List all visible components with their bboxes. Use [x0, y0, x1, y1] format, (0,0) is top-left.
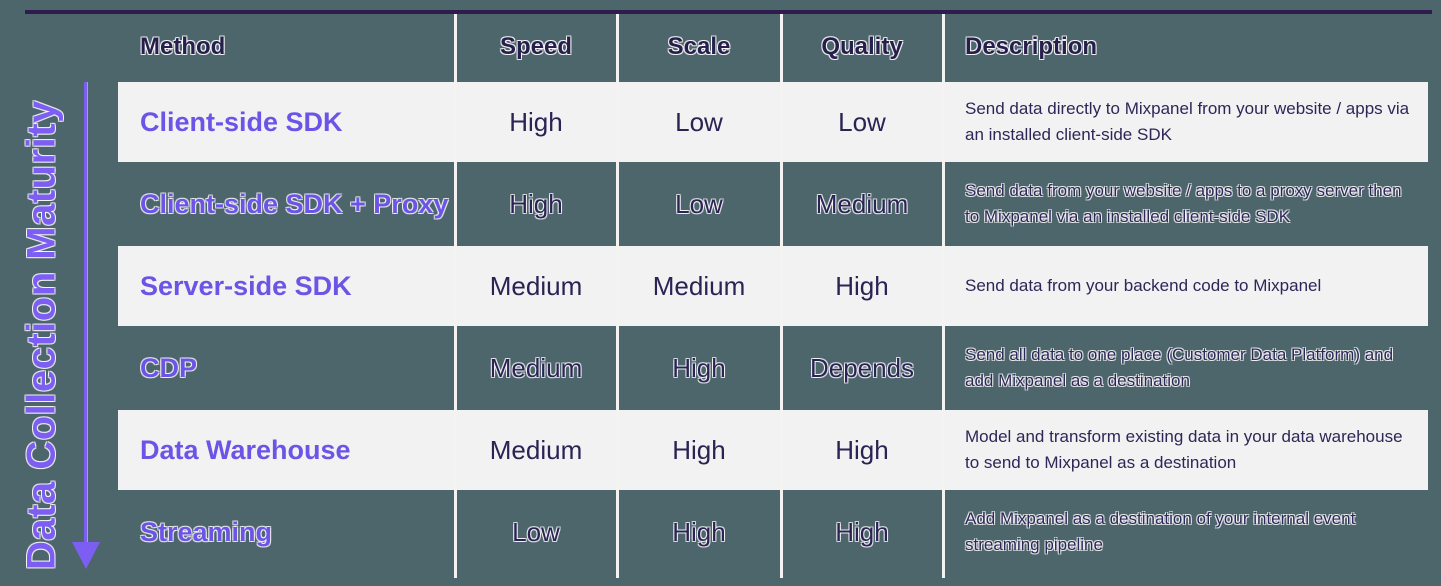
- method-cell: Data Warehouse: [140, 434, 351, 465]
- description-cell: Send data directly to Mixpanel from your…: [965, 98, 1410, 144]
- method-cell: Client-side SDK: [140, 106, 343, 137]
- column-header-method: Method: [140, 33, 226, 60]
- speed-cell: High: [509, 188, 563, 219]
- method-cell: Server-side SDK: [140, 270, 352, 301]
- column-divider: [942, 14, 945, 578]
- quality-cell: Medium: [815, 188, 909, 219]
- description-cell: Send all data to one place (Customer Dat…: [965, 344, 1394, 390]
- table-row-cdp: CDP Medium High Depends Send all data to…: [118, 328, 1428, 408]
- scale-cell: High: [672, 434, 726, 465]
- quality-cell: High: [835, 270, 889, 301]
- table-header-row: Method Speed Scale Quality Description: [118, 14, 1428, 80]
- method-cell: Client-side SDK + Proxy: [140, 188, 449, 219]
- column-header-speed: Speed: [499, 33, 573, 60]
- description-cell: Add Mixpanel as a destination of your in…: [965, 508, 1356, 554]
- column-divider: [454, 14, 457, 578]
- scale-cell: High: [672, 352, 726, 383]
- column-header-description: Description: [965, 33, 1098, 60]
- table-row-client-side-sdk-proxy: Client-side SDK + Proxy High Low Medium …: [118, 164, 1428, 244]
- column-header-quality: Quality: [821, 33, 903, 60]
- description-cell: Model and transform existing data in you…: [965, 426, 1403, 472]
- speed-cell: Medium: [489, 434, 583, 465]
- table-row-streaming: Streaming Low High High Add Mixpanel as …: [118, 492, 1428, 572]
- column-divider: [780, 14, 783, 578]
- quality-cell: Depends: [809, 352, 915, 383]
- maturity-axis-label: Data Collection Maturity: [19, 100, 64, 570]
- speed-cell: Low: [512, 516, 560, 547]
- table-row-client-side-sdk: Client-side SDK High Low Low Send data d…: [118, 82, 1428, 162]
- comparison-table: Method Speed Scale Quality Description C…: [118, 14, 1428, 578]
- scale-cell: Low: [675, 106, 723, 137]
- table-row-data-warehouse: Data Warehouse Medium High High Model an…: [118, 410, 1428, 490]
- table-row-server-side-sdk: Server-side SDK Medium Medium High Send …: [118, 246, 1428, 326]
- quality-cell: High: [835, 516, 889, 547]
- speed-cell: Medium: [489, 270, 583, 301]
- description-cell: Send data from your website / apps to a …: [965, 180, 1402, 226]
- speed-cell: High: [509, 106, 563, 137]
- scale-cell: High: [672, 516, 726, 547]
- quality-cell: Low: [838, 106, 886, 137]
- method-cell: CDP: [140, 352, 198, 383]
- speed-cell: Medium: [489, 352, 583, 383]
- quality-cell: High: [835, 434, 889, 465]
- table-top-border: [25, 10, 1432, 14]
- down-arrow-icon: [72, 542, 100, 569]
- scale-cell: Low: [675, 188, 723, 219]
- maturity-axis-arrow-line: [84, 82, 87, 544]
- scale-cell: Medium: [652, 270, 746, 301]
- method-cell: Streaming: [140, 516, 273, 547]
- description-cell: Send data from your backend code to Mixp…: [965, 275, 1322, 295]
- column-header-scale: Scale: [667, 33, 731, 60]
- column-divider: [616, 14, 619, 578]
